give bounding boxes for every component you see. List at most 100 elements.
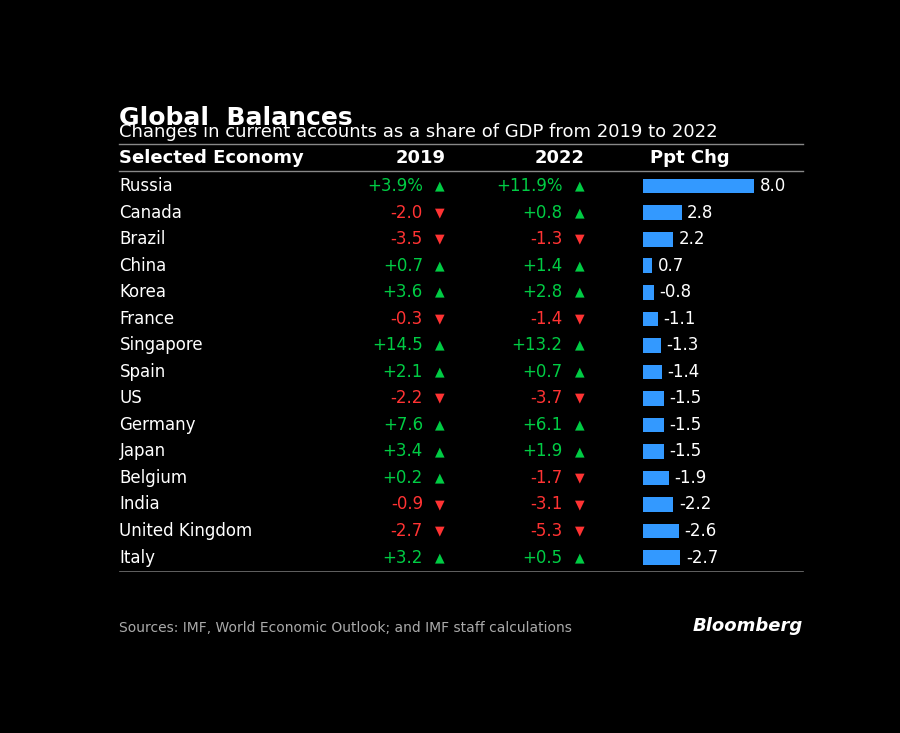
Text: 0.7: 0.7 [658, 257, 684, 275]
Bar [643, 312, 658, 326]
Text: -3.5: -3.5 [391, 230, 423, 248]
Bar [643, 523, 679, 538]
Text: ▼: ▼ [575, 312, 585, 325]
Text: +3.9%: +3.9% [367, 177, 423, 195]
Text: -1.5: -1.5 [669, 389, 701, 408]
Text: ▼: ▼ [436, 312, 446, 325]
Bar [643, 497, 673, 512]
Bar [643, 338, 661, 353]
Bar [643, 444, 663, 459]
Text: -1.3: -1.3 [530, 230, 562, 248]
Text: -1.4: -1.4 [530, 310, 562, 328]
Text: +2.8: +2.8 [522, 283, 562, 301]
Bar [643, 205, 681, 220]
Text: Brazil: Brazil [120, 230, 166, 248]
Bar [643, 285, 653, 300]
Text: +0.7: +0.7 [382, 257, 423, 275]
Text: ▲: ▲ [436, 339, 446, 352]
Text: United Kingdom: United Kingdom [120, 522, 253, 540]
Text: ▲: ▲ [436, 259, 446, 272]
Text: ▲: ▲ [436, 551, 446, 564]
Text: +13.2: +13.2 [511, 336, 562, 354]
Text: 2022: 2022 [535, 149, 585, 167]
Text: ▲: ▲ [575, 365, 585, 378]
Text: ▲: ▲ [436, 419, 446, 432]
Text: Singapore: Singapore [120, 336, 203, 354]
Bar [643, 391, 663, 405]
Text: ▼: ▼ [575, 471, 585, 485]
Text: ▼: ▼ [436, 206, 446, 219]
Text: US: US [120, 389, 142, 408]
Text: ▼: ▼ [575, 525, 585, 537]
Text: Global  Balances: Global Balances [120, 106, 353, 130]
Text: -2.7: -2.7 [686, 548, 718, 567]
Text: Changes in current accounts as a share of GDP from 2019 to 2022: Changes in current accounts as a share o… [120, 123, 718, 141]
Text: Spain: Spain [120, 363, 166, 381]
Text: +0.8: +0.8 [522, 204, 562, 221]
Text: Japan: Japan [120, 443, 166, 460]
Text: +3.4: +3.4 [382, 443, 423, 460]
Text: +3.6: +3.6 [382, 283, 423, 301]
Text: ▼: ▼ [436, 498, 446, 511]
Text: 2.8: 2.8 [688, 204, 714, 221]
Bar [643, 471, 669, 485]
Bar [643, 179, 754, 194]
Text: ▲: ▲ [575, 419, 585, 432]
Text: ▲: ▲ [436, 286, 446, 299]
Text: Germany: Germany [120, 416, 196, 434]
Bar [643, 418, 663, 432]
Text: -1.5: -1.5 [669, 443, 701, 460]
Text: ▼: ▼ [575, 232, 585, 246]
Text: Belgium: Belgium [120, 469, 187, 487]
Text: -2.2: -2.2 [679, 496, 711, 514]
Text: China: China [120, 257, 166, 275]
Text: -1.9: -1.9 [675, 469, 706, 487]
Bar [643, 232, 673, 246]
Bar [643, 259, 652, 273]
Text: +7.6: +7.6 [382, 416, 423, 434]
Text: -3.1: -3.1 [530, 496, 562, 514]
Text: France: France [120, 310, 175, 328]
Text: -2.7: -2.7 [391, 522, 423, 540]
Text: +0.2: +0.2 [382, 469, 423, 487]
Text: -1.7: -1.7 [530, 469, 562, 487]
Text: -5.3: -5.3 [530, 522, 562, 540]
Text: -1.1: -1.1 [663, 310, 696, 328]
Text: +1.4: +1.4 [522, 257, 562, 275]
Text: ▲: ▲ [436, 445, 446, 458]
Text: India: India [120, 496, 160, 514]
Bar [643, 550, 680, 565]
Text: -2.6: -2.6 [685, 522, 716, 540]
Text: ▼: ▼ [575, 392, 585, 405]
Text: ▲: ▲ [436, 180, 446, 193]
Text: ▲: ▲ [575, 180, 585, 193]
Text: Sources: IMF, World Economic Outlook; and IMF staff calculations: Sources: IMF, World Economic Outlook; an… [120, 622, 572, 636]
Text: +14.5: +14.5 [372, 336, 423, 354]
Text: -1.3: -1.3 [666, 336, 698, 354]
Text: ▲: ▲ [436, 471, 446, 485]
Text: ▲: ▲ [436, 365, 446, 378]
Text: Bloomberg: Bloomberg [693, 617, 803, 636]
Text: +6.1: +6.1 [522, 416, 562, 434]
Text: Ppt Chg: Ppt Chg [650, 149, 729, 167]
Text: ▲: ▲ [575, 445, 585, 458]
Text: -2.0: -2.0 [391, 204, 423, 221]
Text: ▼: ▼ [575, 498, 585, 511]
Text: 2.2: 2.2 [679, 230, 706, 248]
Text: +11.9%: +11.9% [496, 177, 562, 195]
Text: -0.9: -0.9 [391, 496, 423, 514]
Text: +0.5: +0.5 [522, 548, 562, 567]
Text: -0.8: -0.8 [660, 283, 691, 301]
Text: -3.7: -3.7 [530, 389, 562, 408]
Text: -0.3: -0.3 [391, 310, 423, 328]
Text: ▼: ▼ [436, 392, 446, 405]
Text: Korea: Korea [120, 283, 166, 301]
Text: ▲: ▲ [575, 286, 585, 299]
Text: -1.4: -1.4 [668, 363, 700, 381]
Text: 8.0: 8.0 [760, 177, 786, 195]
Text: ▼: ▼ [436, 525, 446, 537]
Text: Italy: Italy [120, 548, 156, 567]
Text: +1.9: +1.9 [522, 443, 562, 460]
Text: Selected Economy: Selected Economy [120, 149, 304, 167]
Text: -1.5: -1.5 [669, 416, 701, 434]
